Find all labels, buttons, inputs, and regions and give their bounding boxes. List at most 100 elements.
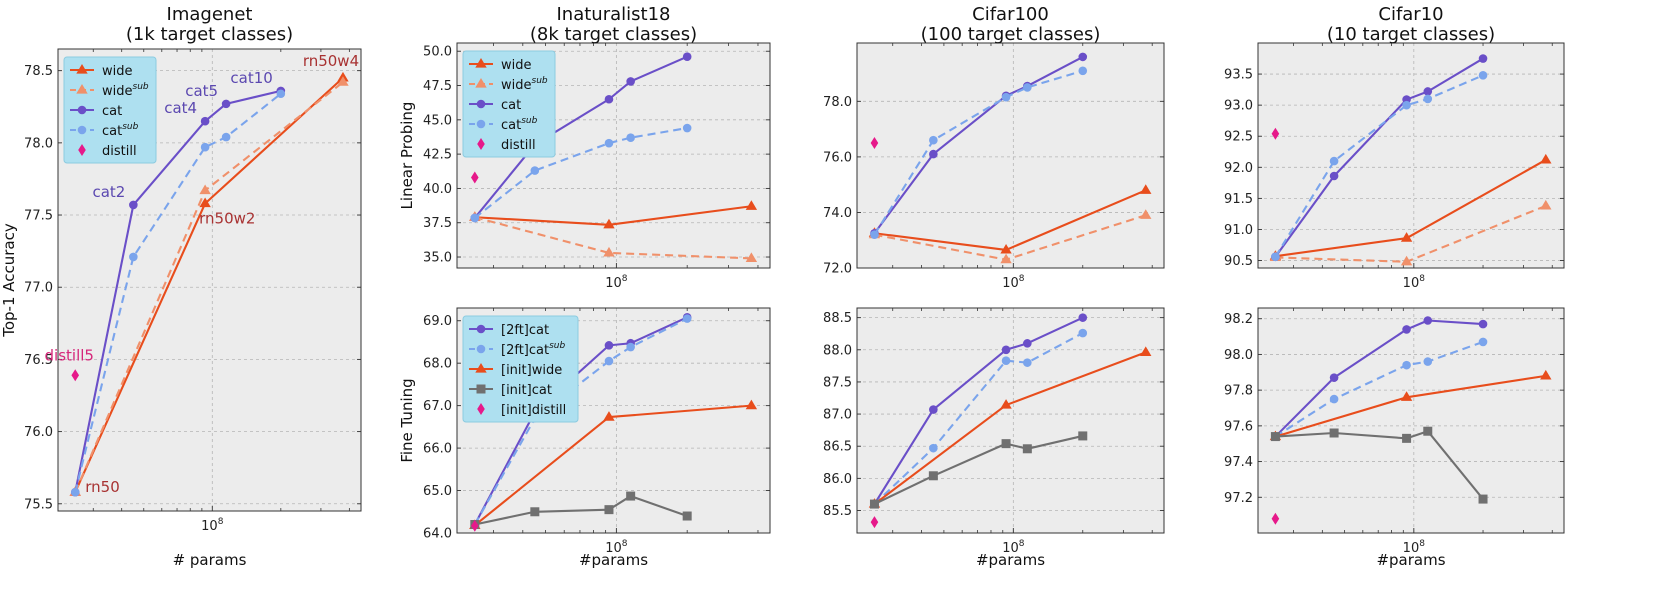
legend-item: [init]wide bbox=[469, 363, 562, 378]
y-tick-label: 91.5 bbox=[1224, 192, 1253, 207]
annotation-cat5: cat5 bbox=[185, 82, 218, 100]
series-cat-sub bbox=[70, 89, 286, 497]
y-tick-label: 64.0 bbox=[423, 527, 452, 542]
data-point bbox=[1078, 313, 1088, 322]
data-point bbox=[200, 142, 210, 152]
data-point bbox=[603, 246, 615, 257]
chart-title: (100 target classes) bbox=[921, 24, 1101, 45]
legend-marker bbox=[77, 125, 87, 135]
data-point bbox=[129, 200, 138, 210]
data-point bbox=[604, 341, 614, 350]
data-point bbox=[1478, 319, 1488, 329]
y-axis-label: Fine Tuning bbox=[398, 378, 416, 462]
y-tick-label: 93.5 bbox=[1224, 68, 1253, 83]
data-point bbox=[1329, 156, 1339, 166]
data-point bbox=[470, 213, 480, 223]
legend-label: widesub bbox=[501, 76, 548, 93]
data-point bbox=[1022, 444, 1032, 454]
data-point bbox=[1271, 127, 1280, 140]
chart-title: Cifar10 bbox=[1378, 4, 1443, 25]
x-tick-label: 108 bbox=[1002, 539, 1025, 556]
legend-item: [init]distill bbox=[477, 403, 566, 418]
legend-marker bbox=[476, 384, 486, 394]
x-axis-label: #params bbox=[579, 551, 648, 569]
legend-marker bbox=[475, 78, 487, 88]
chart-inat_ft: 64.0 65.0 66.0 67.0 68.0 69.0 108#params Fine T… bbox=[398, 307, 771, 569]
y-tick-label: 69.0 bbox=[423, 314, 452, 329]
y-axis-label: Top-1 Accuracy bbox=[0, 223, 18, 338]
plot-frame bbox=[1257, 307, 1565, 534]
legend-item: [2ft]catsub bbox=[469, 341, 565, 358]
data-point bbox=[129, 252, 138, 262]
data-point bbox=[626, 342, 635, 352]
series--init-cat bbox=[869, 431, 1088, 509]
y-axis-label: Linear Probing bbox=[398, 102, 416, 210]
y-tick-label: 50.0 bbox=[423, 45, 452, 60]
legend-label: wide bbox=[102, 64, 133, 79]
data-point bbox=[682, 511, 692, 521]
data-point bbox=[1540, 199, 1552, 210]
legend-item: catsub bbox=[469, 116, 538, 133]
y-tick-label: 78.5 bbox=[24, 64, 53, 79]
plot-frame bbox=[456, 42, 771, 269]
legend: wide widesub cat catsub distill bbox=[63, 56, 157, 164]
data-point bbox=[745, 399, 758, 410]
legend-item: wide bbox=[469, 58, 532, 73]
data-point bbox=[1478, 494, 1488, 504]
legend-label: cat bbox=[501, 98, 521, 113]
chart-cifar10_lp: 90.5 91.0 91.5 92.0 92.5 93.0 93.5 108 Cifar10(1… bbox=[1224, 4, 1565, 291]
x-tick-label: 108 bbox=[201, 517, 224, 534]
y-tick-label: 75.5 bbox=[24, 497, 53, 512]
legend-item: [2ft]cat bbox=[469, 323, 549, 338]
data-point bbox=[1078, 66, 1088, 76]
legend-label: catsub bbox=[102, 122, 139, 139]
data-point bbox=[1402, 433, 1412, 443]
data-point bbox=[1078, 52, 1088, 62]
data-point bbox=[276, 89, 286, 99]
data-point bbox=[200, 116, 210, 126]
y-tick-label: 45.0 bbox=[423, 113, 452, 128]
y-tick-label: 78.0 bbox=[823, 95, 852, 110]
data-point bbox=[1001, 356, 1011, 366]
series-line bbox=[474, 216, 752, 260]
y-tick-label: 72.0 bbox=[823, 262, 852, 277]
data-point bbox=[745, 252, 758, 262]
chart-cifar10_ft: 97.2 97.4 97.6 97.8 98.0 98.2 108#params bbox=[1224, 307, 1565, 569]
y-tick-label: 67.0 bbox=[423, 399, 452, 414]
data-point bbox=[199, 184, 211, 195]
data-point bbox=[928, 471, 938, 481]
data-point bbox=[1140, 209, 1152, 219]
data-point bbox=[604, 505, 614, 515]
y-tick-label: 42.5 bbox=[423, 148, 452, 163]
y-tick-label: 40.0 bbox=[423, 182, 452, 197]
legend-marker bbox=[476, 344, 486, 354]
legend-marker bbox=[476, 324, 486, 334]
data-point bbox=[1140, 346, 1152, 356]
y-tick-label: 35.0 bbox=[423, 251, 452, 266]
data-point bbox=[1400, 255, 1413, 266]
x-axis-label: #params bbox=[1376, 551, 1445, 569]
plot-area bbox=[857, 43, 1164, 268]
data-point bbox=[530, 166, 540, 175]
data-point bbox=[1423, 426, 1433, 436]
data-point bbox=[1001, 92, 1011, 102]
chart-imagenet: 75.5 76.0 76.5 77.0 77.5 78.0 78.5 108 Imagenet(… bbox=[0, 4, 362, 569]
series-line bbox=[474, 127, 688, 219]
chart-title: (1k target classes) bbox=[126, 24, 293, 45]
data-point bbox=[1271, 252, 1280, 262]
y-tick-label: 90.5 bbox=[1224, 254, 1253, 269]
legend-label: distill bbox=[501, 138, 536, 153]
y-tick-label: 78.0 bbox=[24, 136, 53, 151]
data-point bbox=[337, 76, 349, 86]
annotation-cat2: cat2 bbox=[92, 183, 125, 201]
legend: wide widesub cat catsub distill bbox=[462, 50, 556, 158]
plot-frame bbox=[57, 48, 362, 512]
x-axis-label: # params bbox=[173, 551, 247, 569]
plot-area bbox=[1258, 43, 1564, 268]
x-axis-label: #params bbox=[976, 551, 1045, 569]
data-point bbox=[1540, 369, 1552, 380]
legend-marker bbox=[476, 119, 486, 129]
y-tick-label: 76.0 bbox=[24, 425, 53, 440]
legend-marker bbox=[475, 363, 487, 373]
